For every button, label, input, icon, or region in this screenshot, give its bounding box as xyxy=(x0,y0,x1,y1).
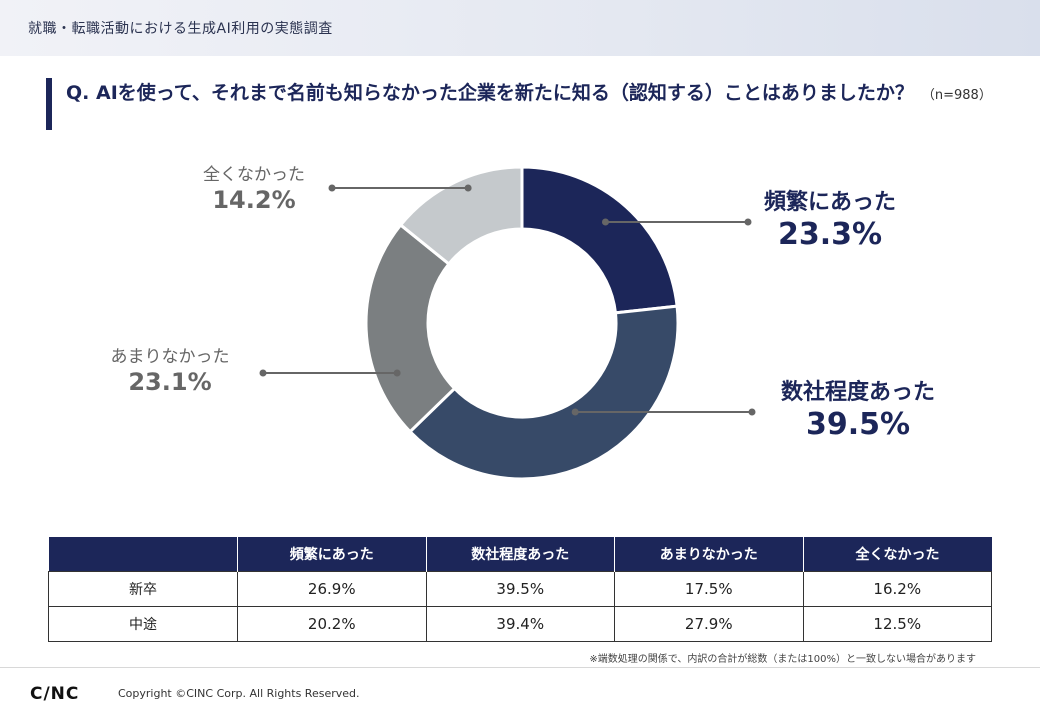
slice-rare xyxy=(364,222,457,434)
table-cell: 39.4% xyxy=(425,605,615,642)
label-rare-name: あまりなかった xyxy=(110,347,230,367)
table-row-label: 新卒 xyxy=(48,570,238,607)
table-header-cell: 頻繁にあった xyxy=(237,537,427,571)
leader-several xyxy=(571,408,756,416)
slice-never xyxy=(398,165,524,267)
table-row-label: 中途 xyxy=(48,605,238,642)
slice-several xyxy=(407,304,680,481)
table-cell: 20.2% xyxy=(237,605,427,642)
label-several-name: 数社程度あった xyxy=(780,380,935,405)
label-several-value: 39.5% xyxy=(805,407,911,442)
sample-size: （n=988） xyxy=(921,88,992,103)
label-rare-value: 23.1% xyxy=(128,368,212,396)
table-cell: 26.9% xyxy=(237,570,427,607)
label-frequent-name: 頻繁にあった xyxy=(763,190,896,215)
table-header-cell: 数社程度あった xyxy=(426,537,615,571)
question-accent-bar xyxy=(46,78,52,130)
copyright-text: Copyright ©CINC Corp. All Rights Reserve… xyxy=(118,687,360,700)
survey-title: 就職・転職活動における生成AI利用の実態調査 xyxy=(28,21,333,37)
company-logo: C/NC xyxy=(30,684,80,704)
table-cell: 39.5% xyxy=(425,570,615,607)
label-never: 全くなかった 14.2% xyxy=(184,160,324,215)
table-cell: 17.5% xyxy=(614,570,804,607)
leader-rare xyxy=(259,369,401,377)
leader-frequent xyxy=(601,218,752,226)
table-header-cell: 全くなかった xyxy=(803,537,992,571)
table-cell: 27.9% xyxy=(614,605,804,642)
slice-frequent xyxy=(520,165,679,315)
label-frequent: 頻繁にあった 23.3% xyxy=(740,184,920,254)
table-cell: 16.2% xyxy=(802,570,992,607)
table-header-cell: あまりなかった xyxy=(614,537,804,571)
label-several: 数社程度あった 39.5% xyxy=(758,374,958,444)
breakdown-table: 頻繁にあった 数社程度あった あまりなかった 全くなかった 新卒 26.9% 3… xyxy=(48,537,992,642)
table-row: 新卒 26.9% 39.5% 17.5% 16.2% xyxy=(48,570,992,607)
donut-chart xyxy=(259,165,756,481)
table-cell: 12.5% xyxy=(802,605,992,642)
question-text: Q. AIを使って、それまで名前も知らなかった企業を新たに知る（認知する）ことは… xyxy=(66,82,914,104)
table-row: 中途 20.2% 39.4% 27.9% 12.5% xyxy=(48,605,992,642)
question-heading: Q. AIを使って、それまで名前も知らなかった企業を新たに知る（認知する）ことは… xyxy=(66,80,996,109)
top-banner: 就職・転職活動における生成AI利用の実態調査 xyxy=(0,0,1040,56)
footnote: ※端数処理の関係で、内訳の合計が総数（または100%）と一致しない場合があります xyxy=(589,654,976,665)
leader-never xyxy=(328,184,472,192)
table-header-row: 頻繁にあった 数社程度あった あまりなかった 全くなかった xyxy=(48,537,992,571)
label-never-value: 14.2% xyxy=(212,186,296,214)
label-frequent-value: 23.3% xyxy=(777,217,883,252)
label-never-name: 全くなかった xyxy=(203,165,305,185)
label-rare: あまりなかった 23.1% xyxy=(90,342,250,397)
table-header-cell xyxy=(48,537,238,571)
footer-divider xyxy=(0,667,1040,668)
